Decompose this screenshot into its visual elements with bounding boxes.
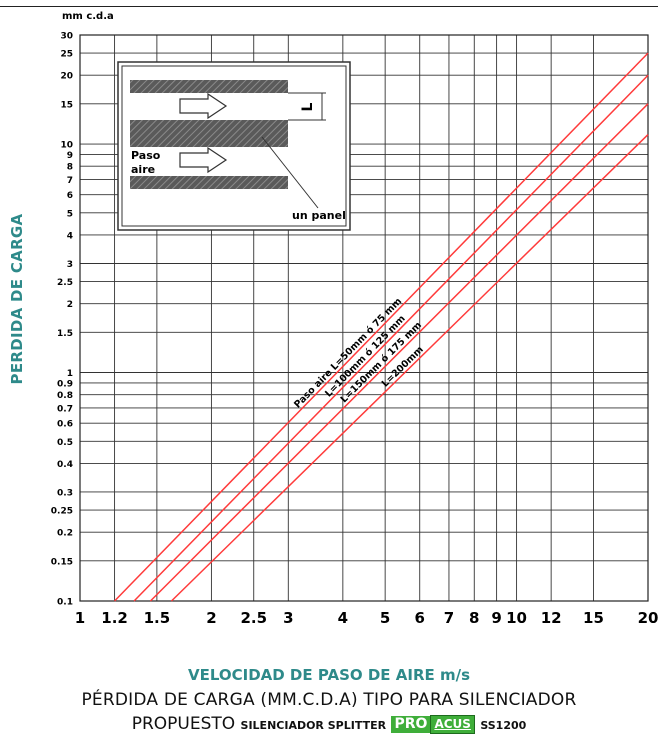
x-tick-label: 4 [338, 609, 348, 627]
y-tick-label: 0.6 [57, 420, 73, 430]
air-label-line2: aire [131, 163, 155, 176]
y-tick-label: 5 [67, 209, 73, 219]
x-tick-label: 20 [638, 609, 658, 627]
y-tick-label: 0.3 [57, 488, 73, 498]
x-tick-label: 12 [541, 609, 562, 627]
x-tick-label: 2.5 [240, 609, 267, 627]
x-tick-labels: 1 1.2 1.5 2 2.5 3 4 5 6 7 8 9 10 12 15 20 [75, 609, 658, 627]
y-tick-label: 0.7 [57, 404, 73, 414]
y-tick-label: 9 [67, 151, 73, 161]
x-tick-label: 3 [283, 609, 293, 627]
inset-inner-frame [121, 65, 347, 227]
y-tick-label: 8 [67, 163, 73, 173]
y-tick-label: 6 [67, 191, 73, 201]
logo-pro: PRO [391, 716, 431, 733]
series-lines [114, 52, 649, 602]
x-tick-label: 1.2 [101, 609, 128, 627]
x-tick-label: 7 [444, 609, 454, 627]
y-tick-label: 15 [60, 100, 73, 110]
y-tick-label: 0.15 [51, 557, 73, 567]
series-line [114, 52, 649, 602]
caption-prefix: PROPUESTO [131, 714, 236, 734]
caption-model: SS1200 [480, 719, 527, 732]
caption-line1: PÉRDIDA DE CARGA (MM.C.D.A) TIPO PARA SI… [81, 690, 577, 710]
y-axis-title: PERDIDA DE CARGA [8, 213, 26, 385]
caption-line2: PROPUESTO SILENCIADOR SPLITTER PRO ACUS S… [0, 714, 658, 734]
y-tick-label: 7 [67, 176, 73, 186]
x-tick-label: 1 [75, 609, 85, 627]
y-tick-label: 4 [67, 231, 73, 241]
top-rule [0, 6, 658, 7]
panel-top [130, 80, 288, 93]
y-tick-label: 0.2 [57, 529, 73, 539]
inset-diagram: L Paso aire un panel [117, 61, 351, 231]
x-tick-label: 6 [415, 609, 425, 627]
y-tick-label: 0.5 [57, 438, 73, 448]
x-tick-label: 2 [206, 609, 216, 627]
y-tick-labels: 0.1 0.15 0.2 0.25 0.3 0.4 0.5 0.6 0.7 0.8 0.91 1.5 2… [51, 32, 73, 608]
y-tick-label: 0.8 [57, 391, 73, 401]
x-tick-label: 15 [583, 609, 604, 627]
series-line [149, 103, 649, 602]
x-tick-label: 9 [491, 609, 501, 627]
dimension-label: L [300, 102, 316, 111]
x-tick-label: 1.5 [144, 609, 171, 627]
air-label-line1: Paso [131, 149, 161, 162]
series-line [133, 74, 649, 602]
y-tick-label: 20 [60, 72, 73, 82]
caption-product: SILENCIADOR SPLITTER [240, 719, 387, 732]
y-tick-label: 2 [67, 300, 73, 310]
y-tick-label: 1.5 [57, 329, 73, 339]
x-axis-title: VELOCIDAD DE PASO DE AIRE m/s [187, 666, 471, 684]
y-tick-label: 0.25 [51, 507, 73, 517]
y-tick-label: 0.9 [57, 379, 73, 389]
y-tick-label: 30 [60, 32, 73, 42]
x-tick-label: 8 [469, 609, 479, 627]
series-line [170, 134, 649, 602]
y-tick-label: 0.1 [57, 598, 73, 608]
y-tick-label: 25 [60, 50, 73, 60]
panel-middle [130, 120, 288, 147]
air-arrow-top [179, 92, 228, 120]
logo-acus: ACUS [430, 715, 475, 734]
panel-label: un panel [292, 209, 346, 222]
y-unit-label: mm c.d.a [62, 11, 114, 22]
y-tick-label: 2.5 [57, 278, 73, 288]
y-tick-label: 0.4 [57, 460, 73, 470]
y-tick-label: 3 [67, 260, 73, 270]
panel-pointer [261, 136, 319, 209]
x-tick-label: 10 [506, 609, 527, 627]
plot-frame [79, 34, 649, 602]
x-tick-label: 5 [380, 609, 390, 627]
air-arrow-bottom [179, 146, 228, 174]
y-tick-label: 1 [67, 369, 73, 379]
y-tick-label: 10 [60, 141, 73, 151]
panel-bottom [130, 176, 288, 189]
pressure-drop-chart: mm c.d.a 0.10.150.20.250.30.40.50.60.70.… [51, 11, 658, 627]
